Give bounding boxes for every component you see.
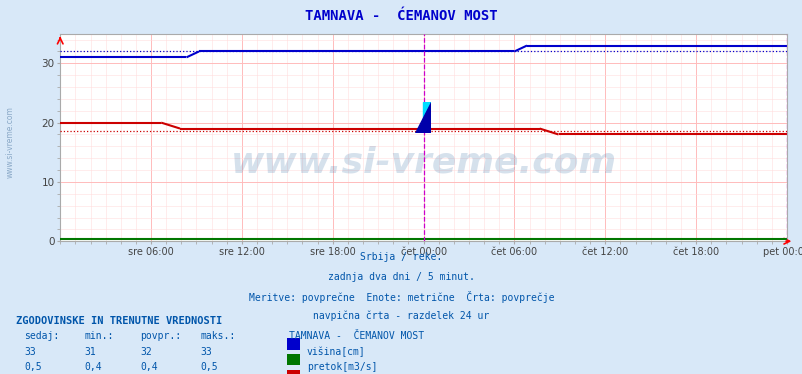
Text: sedaj:: sedaj: bbox=[24, 331, 59, 341]
Text: zadnja dva dni / 5 minut.: zadnja dva dni / 5 minut. bbox=[328, 272, 474, 282]
Text: 31: 31 bbox=[84, 347, 96, 357]
Text: pretok[m3/s]: pretok[m3/s] bbox=[306, 362, 377, 373]
Polygon shape bbox=[415, 102, 431, 133]
Text: 0,5: 0,5 bbox=[200, 362, 218, 373]
Text: Srbija / reke.: Srbija / reke. bbox=[360, 252, 442, 263]
Text: maks.:: maks.: bbox=[200, 331, 236, 341]
Text: 0,4: 0,4 bbox=[140, 362, 158, 373]
Text: ZGODOVINSKE IN TRENUTNE VREDNOSTI: ZGODOVINSKE IN TRENUTNE VREDNOSTI bbox=[16, 316, 222, 326]
Text: navpična črta - razdelek 24 ur: navpična črta - razdelek 24 ur bbox=[313, 311, 489, 321]
Text: TAMNAVA -  ČEMANOV MOST: TAMNAVA - ČEMANOV MOST bbox=[289, 331, 423, 341]
Text: TAMNAVA -  ĆEMANOV MOST: TAMNAVA - ĆEMANOV MOST bbox=[305, 9, 497, 23]
Text: 0,5: 0,5 bbox=[24, 362, 42, 373]
Text: 32: 32 bbox=[140, 347, 152, 357]
Text: 33: 33 bbox=[200, 347, 213, 357]
Text: www.si-vreme.com: www.si-vreme.com bbox=[230, 145, 616, 180]
Text: Meritve: povprečne  Enote: metrične  Črta: povprečje: Meritve: povprečne Enote: metrične Črta:… bbox=[249, 291, 553, 303]
Text: povpr.:: povpr.: bbox=[140, 331, 181, 341]
Text: 33: 33 bbox=[24, 347, 36, 357]
Text: 0,4: 0,4 bbox=[84, 362, 102, 373]
Bar bbox=[423, 102, 431, 133]
Text: min.:: min.: bbox=[84, 331, 114, 341]
Text: www.si-vreme.com: www.si-vreme.com bbox=[6, 106, 15, 178]
Text: višina[cm]: višina[cm] bbox=[306, 347, 365, 357]
